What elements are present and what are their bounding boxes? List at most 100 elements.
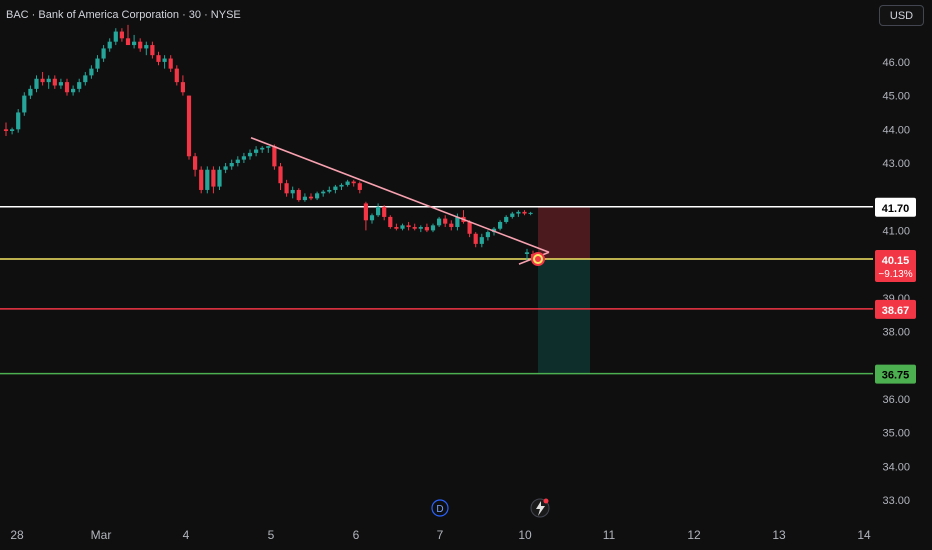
candle-body: [83, 75, 88, 83]
currency-button[interactable]: USD: [879, 5, 924, 26]
short-position-tool[interactable]: [538, 206, 590, 374]
candle-body: [473, 233, 478, 244]
candle: [125, 24, 131, 46]
candle: [430, 223, 436, 233]
candle-body: [284, 183, 289, 194]
candle-body: [455, 216, 460, 228]
candle: [351, 179, 356, 187]
candle: [150, 41, 155, 59]
candle-body: [168, 58, 173, 69]
candle: [510, 211, 515, 219]
candle-body: [16, 112, 21, 130]
event-markers[interactable]: D: [431, 498, 550, 518]
candle-body: [369, 215, 375, 221]
candle-body: [71, 88, 76, 93]
candle: [235, 156, 240, 167]
price-tick-label: 38.00: [882, 327, 910, 339]
candle: [132, 34, 137, 49]
candle-body: [174, 68, 179, 83]
candle: [363, 201, 368, 231]
candle: [71, 85, 76, 96]
candle-body: [150, 45, 155, 56]
candle: [524, 248, 530, 261]
price-label-box: [875, 250, 916, 283]
candle-body: [22, 95, 27, 113]
candle-body: [260, 147, 265, 150]
price-label-value: 38.67: [882, 305, 910, 317]
candle-body: [199, 169, 204, 190]
candle: [479, 233, 484, 248]
time-tick-label: 11: [603, 528, 616, 542]
candle: [223, 163, 228, 174]
stop-price-label: 38.67: [875, 299, 916, 319]
candle: [449, 220, 454, 231]
candle: [400, 223, 405, 231]
time-tick-label: 4: [183, 528, 190, 542]
candle: [46, 75, 51, 89]
candle: [10, 127, 15, 135]
candle: [266, 146, 271, 153]
candle-body: [394, 227, 399, 229]
price-axis[interactable]: 46.0045.0044.0043.0041.0039.0038.0036.00…: [873, 0, 932, 518]
candle: [333, 184, 338, 194]
candle: [504, 215, 509, 224]
candle-body: [278, 166, 283, 184]
candle: [3, 122, 9, 137]
candle-body: [28, 88, 33, 96]
candle: [394, 223, 399, 231]
candle-body: [107, 41, 112, 49]
candle: [321, 189, 326, 197]
candle-body: [205, 169, 210, 190]
candle: [406, 221, 411, 231]
candle: [28, 85, 33, 99]
candle: [16, 109, 21, 133]
candle: [522, 210, 527, 216]
candle-body: [485, 232, 490, 238]
candle: [254, 146, 259, 157]
candle-body: [327, 189, 332, 192]
candle-body: [321, 191, 326, 194]
candle-body: [254, 149, 259, 153]
candle-body: [504, 216, 509, 222]
horizontal-levels[interactable]: [0, 206, 873, 375]
candle: [83, 72, 88, 86]
candle-body: [229, 163, 234, 167]
candle-body: [89, 68, 94, 76]
price-tick-label: 44.00: [882, 124, 910, 136]
dividend-icon-label: D: [436, 504, 443, 515]
price-tick-label: 35.00: [882, 428, 910, 440]
time-axis[interactable]: 28 Mar 4 5 6 7 10 11 12 13 14: [0, 518, 932, 550]
time-axis-background: [0, 518, 932, 550]
candle-body: [132, 41, 137, 46]
candle: [272, 144, 277, 170]
earnings-flash-icon: [530, 498, 550, 518]
candle-body: [424, 227, 429, 231]
candlestick-series: [3, 24, 536, 263]
candle: [162, 55, 167, 69]
time-tick-label: Mar: [91, 528, 112, 542]
candle: [382, 205, 387, 221]
symbol-title[interactable]: BAC · Bank of America Corporation · 30 ·…: [6, 9, 241, 21]
candle: [58, 78, 63, 89]
candle-body: [302, 196, 307, 201]
candle-body: [235, 159, 240, 163]
candle-body: [308, 196, 314, 199]
chart-markers: [531, 252, 545, 267]
current-price-label: 40.15 −9.13%: [875, 250, 916, 283]
time-tick-label: 28: [10, 528, 24, 542]
candle: [278, 163, 283, 190]
candle: [64, 78, 70, 96]
candle: [339, 183, 344, 190]
candle-body: [223, 166, 228, 170]
candle-body: [290, 189, 295, 194]
candle: [241, 152, 246, 163]
candle-body: [52, 78, 57, 86]
candle: [247, 149, 253, 160]
candle-body: [217, 169, 222, 187]
candle-body: [400, 225, 405, 229]
stop-loss-zone: [538, 206, 590, 260]
candle-body: [388, 216, 393, 228]
candle-body: [64, 82, 70, 93]
candle-body: [406, 225, 411, 228]
